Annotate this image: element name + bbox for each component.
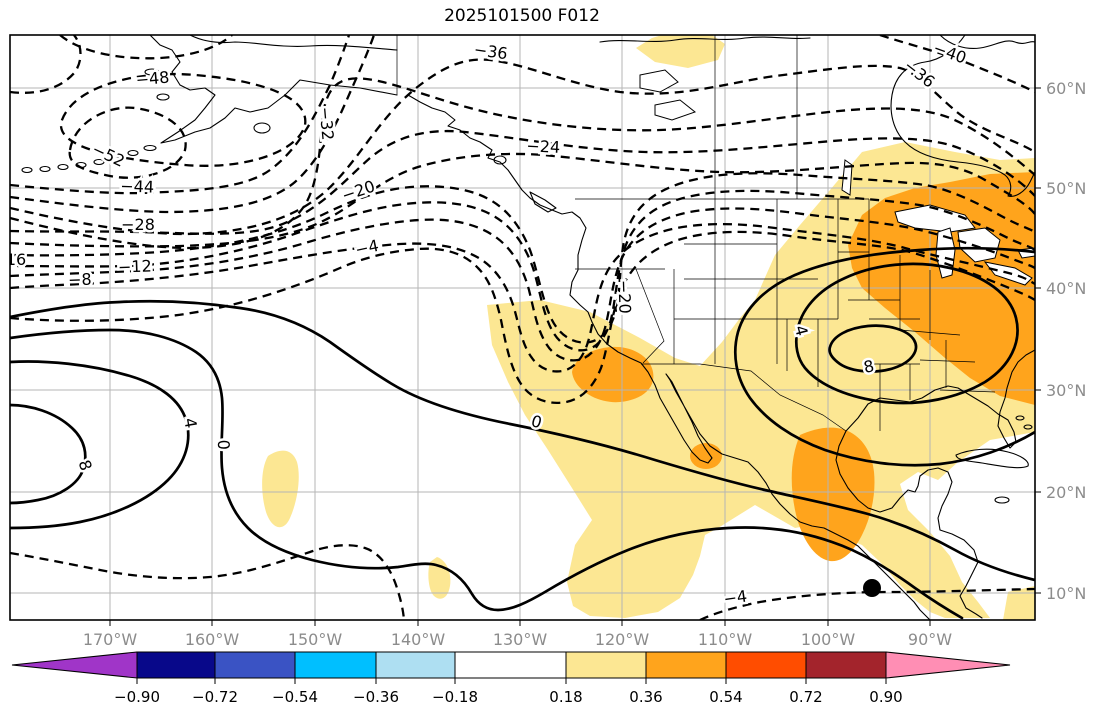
colorbar: −0.90 −0.72 −0.54 −0.36 −0.18 0.18 0.36 0.54 0.7…: [11, 651, 1011, 706]
contour-0-west: [10, 328, 964, 620]
colorbar-tick-label-9: 0.90: [869, 688, 902, 706]
contour-label: −36: [900, 56, 938, 92]
contour--20: [10, 172, 1035, 344]
contour-4-texas: [794, 262, 1019, 405]
contour-arc-top2: [10, 35, 82, 94]
contour--36: [10, 58, 1035, 236]
contour--12: [10, 207, 1035, 362]
station-marker-dot: [863, 579, 881, 597]
contour-arc-top1: [59, 35, 233, 60]
contour-0-mid: [10, 299, 1035, 582]
contour-label: 8: [75, 458, 96, 474]
colorbar-segment-8: [805, 651, 887, 679]
contour-label: −48: [135, 68, 170, 90]
shade-orange-gulf: [791, 427, 875, 562]
shade-yellow-top: [636, 35, 725, 68]
axis-ticks: [109, 87, 1041, 626]
contour--16: [10, 189, 1035, 352]
contour--52: [68, 106, 187, 179]
contour--4-southwest: [10, 544, 406, 620]
shade-orange-baja-tip: [690, 443, 722, 469]
contour-label: 0: [214, 439, 233, 450]
axis-labels: 170°W 160°W 150°W 140°W 130°W 120°W 110°W 100°W…: [83, 79, 1087, 649]
lon-tick-label-4: 130°W: [493, 630, 548, 649]
lon-tick-label-8: 90°W: [908, 630, 952, 649]
colorbar-tick-label-5: 0.18: [549, 688, 582, 706]
colorbar-tick-label-0: −0.90: [114, 688, 160, 706]
contour-label: −20: [614, 280, 634, 314]
contours-dashed-layer: [10, 35, 1035, 620]
contour-label: 4: [180, 416, 200, 429]
contour-label: −36: [473, 40, 509, 64]
lat-tick-label-5: 10°N: [1046, 584, 1086, 603]
page-title: 2025101500 F012: [444, 6, 600, 26]
contour-0-texas-ring: [733, 246, 1035, 467]
contour-label: −12: [118, 256, 152, 276]
contour-label: −4: [722, 587, 748, 609]
political-borders-layer: [396, 35, 996, 432]
contours-solid-layer: [10, 246, 1035, 620]
contour-label: −28: [121, 215, 155, 234]
colorbar-segment-7: [725, 651, 807, 679]
lat-tick-label-2: 40°N: [1046, 279, 1086, 298]
contour-label: −32: [316, 106, 338, 141]
lon-tick-label-7: 100°W: [801, 630, 856, 649]
coastline-layer: [21, 35, 1035, 620]
colorbar-segment-1: [214, 651, 296, 679]
colorbar-arrow-right: [885, 651, 1011, 679]
colorbar-tick-label-4: −0.18: [432, 688, 478, 706]
lat-tick-label-1: 50°N: [1046, 179, 1086, 198]
colorbar-tick-label-3: −0.36: [353, 688, 399, 706]
lon-tick-label-5: 120°W: [595, 630, 650, 649]
contour-4-west: [10, 360, 190, 530]
contour--28: [10, 129, 1035, 235]
shade-yellow-hawaii: [262, 450, 299, 528]
lon-tick-label-3: 140°W: [391, 630, 446, 649]
colorbar-segment-4: [454, 651, 567, 679]
colorbar-tick-label-7: 0.54: [709, 688, 742, 706]
colorbar-tick-label-6: 0.36: [629, 688, 662, 706]
lon-tick-label-1: 160°W: [185, 630, 240, 649]
contour--40: [10, 35, 376, 214]
contour--48: [59, 72, 307, 167]
colorbar-segment-3: [375, 651, 456, 679]
contour-label: −8: [68, 270, 92, 290]
shade-orange-sonora: [572, 346, 654, 403]
contour-label: −40: [931, 38, 969, 67]
colorbar-arrow-left: [11, 651, 138, 679]
colorbar-tick-label-8: 0.72: [789, 688, 822, 706]
colorbar-tick-label-2: −0.54: [272, 688, 318, 706]
lat-tick-label-0: 60°N: [1046, 79, 1086, 98]
contour--40-ne: [879, 35, 1035, 94]
shade-yellow-corner: [1003, 586, 1035, 620]
contour-8-west: [10, 403, 87, 505]
lat-tick-label-4: 20°N: [1046, 483, 1086, 502]
lon-tick-label-6: 110°W: [698, 630, 753, 649]
contour--32: [10, 77, 1035, 250]
contour--8: [10, 222, 1035, 373]
colorbar-segment-2: [294, 651, 377, 679]
contour-8-texas: [828, 324, 918, 373]
contour--4-south: [699, 587, 1035, 620]
contour-label: −52: [89, 139, 128, 170]
colorbar-tick-label-1: −0.72: [192, 688, 238, 706]
lon-tick-label-0: 170°W: [83, 630, 138, 649]
colorbar-segment-6: [645, 651, 727, 679]
contour--24: [10, 152, 1035, 248]
colorbar-segment-0: [136, 651, 216, 679]
contour-label: −24: [526, 136, 561, 157]
contour-label: 16: [6, 250, 26, 269]
lon-tick-label-2: 150°W: [288, 630, 343, 649]
map-border: [9, 34, 1036, 621]
colorbar-segment-5: [565, 651, 647, 679]
lat-tick-label-3: 30°N: [1046, 381, 1086, 400]
contour-label: −44: [120, 176, 154, 196]
